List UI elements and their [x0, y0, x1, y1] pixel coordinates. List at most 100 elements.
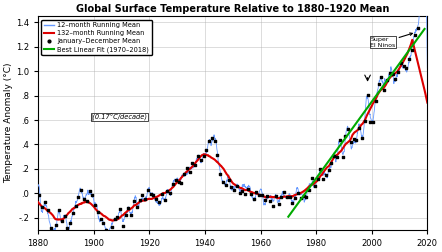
Point — [200, 154, 207, 158]
Point — [322, 173, 329, 177]
Point — [55, 208, 62, 212]
Point — [203, 148, 210, 152]
Point — [80, 197, 88, 201]
Point — [167, 191, 174, 195]
Y-axis label: Temperature Anomaly (°C): Temperature Anomaly (°C) — [4, 63, 13, 183]
Point — [175, 180, 182, 184]
Point — [169, 182, 176, 186]
Point — [392, 77, 399, 81]
Point — [353, 138, 360, 142]
Point — [189, 161, 196, 165]
Point — [294, 191, 301, 195]
Point — [225, 178, 232, 182]
Point — [367, 120, 374, 124]
Point — [119, 224, 126, 228]
Point — [314, 177, 321, 181]
Point — [91, 203, 99, 207]
Point — [244, 187, 251, 191]
Point — [75, 195, 82, 199]
Point — [406, 57, 413, 61]
Point — [395, 70, 402, 74]
Point — [103, 228, 110, 232]
Point — [339, 155, 346, 160]
Point — [336, 138, 343, 142]
Point — [39, 205, 46, 209]
Point — [228, 185, 235, 190]
Point — [183, 166, 191, 170]
Point — [389, 72, 396, 76]
Point — [278, 195, 285, 199]
Point — [408, 48, 415, 52]
Point — [186, 170, 193, 174]
Point — [361, 119, 368, 123]
Point — [384, 78, 391, 82]
Point — [267, 199, 274, 203]
Point — [106, 233, 113, 237]
Point — [253, 190, 260, 194]
Point — [364, 93, 371, 97]
Point — [400, 64, 407, 68]
Point — [275, 202, 282, 206]
Point — [83, 199, 90, 203]
Point — [261, 198, 268, 202]
Point — [233, 183, 240, 187]
Point — [206, 139, 213, 143]
Point — [130, 199, 137, 203]
Point — [272, 194, 279, 198]
Text: Super
El Ninos: Super El Ninos — [370, 33, 412, 48]
Point — [309, 176, 316, 180]
Point — [178, 181, 185, 185]
Point — [270, 204, 277, 208]
Point — [50, 232, 57, 236]
Point — [128, 212, 135, 216]
Point — [356, 126, 363, 130]
Point — [208, 136, 215, 140]
Point — [317, 167, 324, 171]
Point — [108, 225, 115, 229]
Point — [36, 193, 43, 197]
Point — [311, 183, 318, 187]
Point — [211, 139, 218, 143]
Point — [180, 172, 187, 176]
Point — [78, 187, 85, 192]
Point — [64, 226, 71, 230]
Point — [125, 206, 132, 210]
Point — [139, 193, 146, 197]
Point — [403, 66, 410, 70]
Point — [111, 217, 118, 221]
Point — [342, 134, 349, 138]
Point — [219, 180, 226, 184]
Point — [172, 178, 179, 182]
Point — [222, 182, 229, 186]
Point — [303, 195, 310, 199]
Point — [61, 214, 68, 218]
Point — [214, 153, 221, 157]
Point — [164, 189, 171, 193]
Point — [231, 188, 238, 192]
Point — [300, 194, 307, 198]
Point — [320, 177, 327, 181]
Point — [86, 189, 93, 193]
Point — [147, 192, 154, 196]
Point — [236, 191, 243, 195]
Point — [350, 137, 357, 141]
Title: Global Surface Temperature Relative to 1880–1920 Mean: Global Surface Temperature Relative to 1… — [76, 4, 389, 14]
Point — [292, 196, 299, 200]
Point — [370, 120, 377, 124]
Point — [69, 211, 76, 215]
Point — [375, 82, 382, 86]
Point — [145, 188, 152, 192]
Point — [197, 158, 204, 162]
Point — [345, 127, 352, 131]
Point — [397, 61, 404, 65]
Point — [347, 140, 354, 144]
Point — [331, 154, 338, 159]
Point — [305, 188, 312, 192]
Point — [289, 201, 296, 205]
Point — [133, 205, 140, 209]
Point — [94, 210, 101, 214]
Point — [386, 71, 393, 75]
Point — [44, 208, 51, 212]
Point — [72, 204, 79, 208]
Point — [161, 198, 168, 202]
